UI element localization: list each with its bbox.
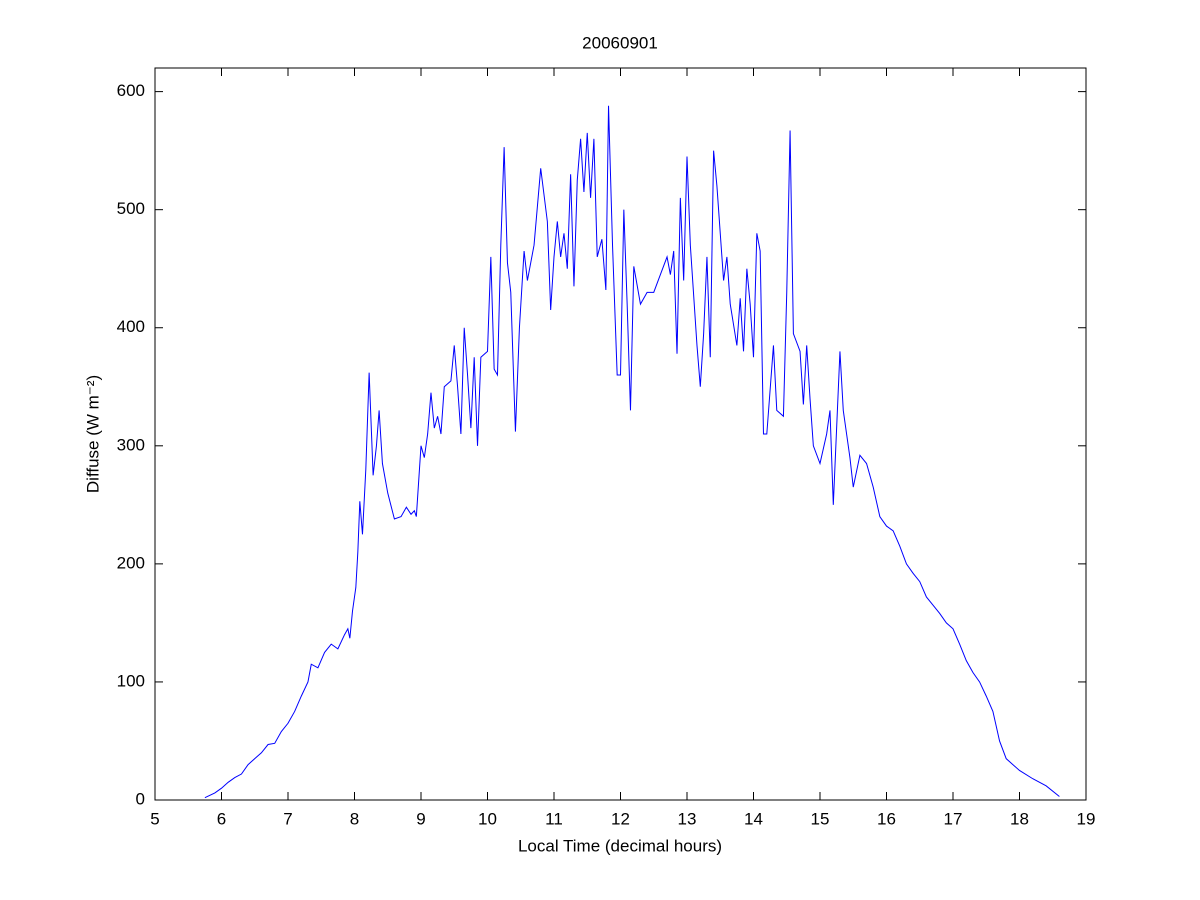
x-tick-label: 15	[811, 809, 830, 828]
x-tick-label: 8	[350, 809, 359, 828]
x-tick-label: 6	[217, 809, 226, 828]
x-tick-label: 9	[416, 809, 425, 828]
chart-title: 20060901	[582, 33, 658, 52]
x-tick-label: 17	[944, 809, 963, 828]
x-tick-label: 14	[744, 809, 763, 828]
x-tick-label: 5	[150, 809, 159, 828]
y-axis-label: Diffuse (W m⁻²)	[83, 375, 102, 493]
x-tick-label: 18	[1010, 809, 1029, 828]
y-tick-label: 0	[136, 789, 145, 808]
plot-area	[154, 67, 1087, 801]
x-tick-label: 13	[678, 809, 697, 828]
y-tick-label: 600	[117, 81, 145, 100]
x-axis-label: Local Time (decimal hours)	[518, 836, 722, 855]
x-tick-label: 12	[611, 809, 630, 828]
y-tick-label: 300	[117, 435, 145, 454]
x-tick-label: 10	[478, 809, 497, 828]
x-tick-label: 19	[1077, 809, 1096, 828]
y-tick-label: 500	[117, 199, 145, 218]
data-line	[204, 105, 1060, 799]
x-tick-label: 11	[545, 809, 563, 828]
x-tick-label: 7	[283, 809, 292, 828]
y-tick-label: 200	[117, 553, 145, 572]
x-tick-label: 16	[877, 809, 896, 828]
y-tick-label: 100	[117, 671, 145, 690]
y-tick-label: 400	[117, 317, 145, 336]
